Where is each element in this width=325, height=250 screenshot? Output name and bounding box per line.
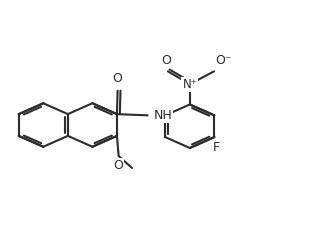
Text: NH: NH: [153, 109, 172, 122]
Text: O: O: [162, 54, 171, 68]
Text: O: O: [113, 72, 123, 85]
Text: N⁺: N⁺: [182, 78, 197, 91]
Text: F: F: [213, 141, 220, 154]
Text: O⁻: O⁻: [215, 54, 232, 68]
Text: O: O: [114, 159, 124, 172]
